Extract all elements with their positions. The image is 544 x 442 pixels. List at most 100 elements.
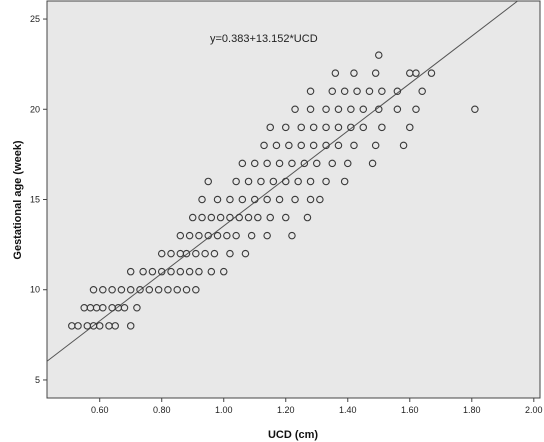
y-tick-label: 10 xyxy=(30,285,40,295)
x-tick-label: 1.00 xyxy=(215,405,233,415)
data-point xyxy=(185,231,194,240)
data-point xyxy=(247,231,256,240)
data-point xyxy=(226,249,234,258)
axes: 0.60 0.80 1.00 1.20 1.40 1.60 1.80 2.00 5 10 15 20 2… xyxy=(30,14,543,415)
data-point xyxy=(192,249,200,258)
data-point xyxy=(260,141,268,150)
data-point xyxy=(238,195,247,204)
data-point xyxy=(244,213,253,222)
data-point xyxy=(285,141,293,150)
data-point xyxy=(328,159,337,168)
data-point xyxy=(393,87,402,95)
data-point xyxy=(371,69,380,77)
data-point xyxy=(266,123,274,132)
data-point xyxy=(250,159,259,168)
data-point xyxy=(378,87,386,95)
data-point xyxy=(294,177,302,186)
data-point xyxy=(263,159,271,168)
data-point xyxy=(136,285,144,294)
data-point xyxy=(250,195,259,204)
data-point xyxy=(281,123,290,132)
data-point xyxy=(371,141,380,150)
data-point xyxy=(182,249,191,258)
data-point xyxy=(235,213,243,222)
data-point xyxy=(226,213,234,222)
data-point xyxy=(99,285,107,294)
data-point xyxy=(303,213,312,222)
data-point xyxy=(378,123,386,132)
data-point xyxy=(375,51,383,59)
data-point xyxy=(322,141,330,150)
x-tick-label: 1.40 xyxy=(339,405,357,415)
data-points xyxy=(68,51,479,330)
y-tick-label: 5 xyxy=(35,375,40,385)
data-point xyxy=(157,267,166,276)
data-point xyxy=(309,141,318,150)
x-tick-label: 1.60 xyxy=(401,405,419,415)
data-point xyxy=(347,105,355,114)
data-point xyxy=(306,105,315,114)
data-point xyxy=(164,285,172,294)
data-point xyxy=(353,87,361,95)
data-point xyxy=(226,195,234,204)
data-point xyxy=(300,159,309,168)
plot-area xyxy=(46,0,541,399)
x-axis-title: UCD (cm) xyxy=(268,429,318,441)
data-point xyxy=(297,141,306,150)
data-point xyxy=(232,231,240,240)
data-point xyxy=(173,285,181,294)
x-tick-label: 1.20 xyxy=(277,405,295,415)
data-point xyxy=(241,249,250,258)
data-point xyxy=(207,267,216,276)
data-point xyxy=(195,231,203,240)
data-point xyxy=(322,105,330,114)
data-point xyxy=(108,285,116,294)
data-point xyxy=(340,177,349,186)
data-point xyxy=(216,213,225,222)
data-point xyxy=(99,304,107,312)
data-point xyxy=(117,285,126,294)
data-point xyxy=(232,177,240,186)
data-point xyxy=(195,267,203,276)
data-point xyxy=(350,141,358,150)
data-point xyxy=(210,249,219,258)
data-point xyxy=(223,231,231,240)
data-point xyxy=(275,159,284,168)
data-point xyxy=(254,213,262,222)
data-point xyxy=(201,249,209,258)
data-point xyxy=(359,123,368,132)
data-point xyxy=(192,285,200,294)
data-point xyxy=(281,177,290,186)
data-point xyxy=(176,231,185,240)
data-point xyxy=(406,123,414,132)
data-point xyxy=(375,105,383,114)
data-point xyxy=(266,213,274,222)
data-point xyxy=(347,123,355,132)
data-point xyxy=(306,195,315,204)
data-point xyxy=(167,267,175,276)
data-point xyxy=(350,69,358,77)
data-point xyxy=(219,267,228,276)
data-point xyxy=(288,159,296,168)
data-point xyxy=(204,177,212,186)
data-point xyxy=(334,105,343,114)
data-point xyxy=(297,123,306,132)
data-point xyxy=(309,123,318,132)
data-point xyxy=(111,322,119,330)
data-point xyxy=(272,141,281,150)
x-tick-label: 0.60 xyxy=(91,405,109,415)
data-point xyxy=(368,159,377,168)
data-point xyxy=(182,285,191,294)
data-point xyxy=(288,231,296,240)
data-point xyxy=(322,123,330,132)
data-point xyxy=(207,213,216,222)
data-point xyxy=(188,213,197,222)
data-point xyxy=(334,123,343,132)
x-tick-label: 1.80 xyxy=(463,405,481,415)
data-point xyxy=(145,285,154,294)
data-point xyxy=(263,231,271,240)
data-point xyxy=(198,195,206,204)
data-point xyxy=(412,69,420,77)
x-tick-label: 2.00 xyxy=(525,405,543,415)
